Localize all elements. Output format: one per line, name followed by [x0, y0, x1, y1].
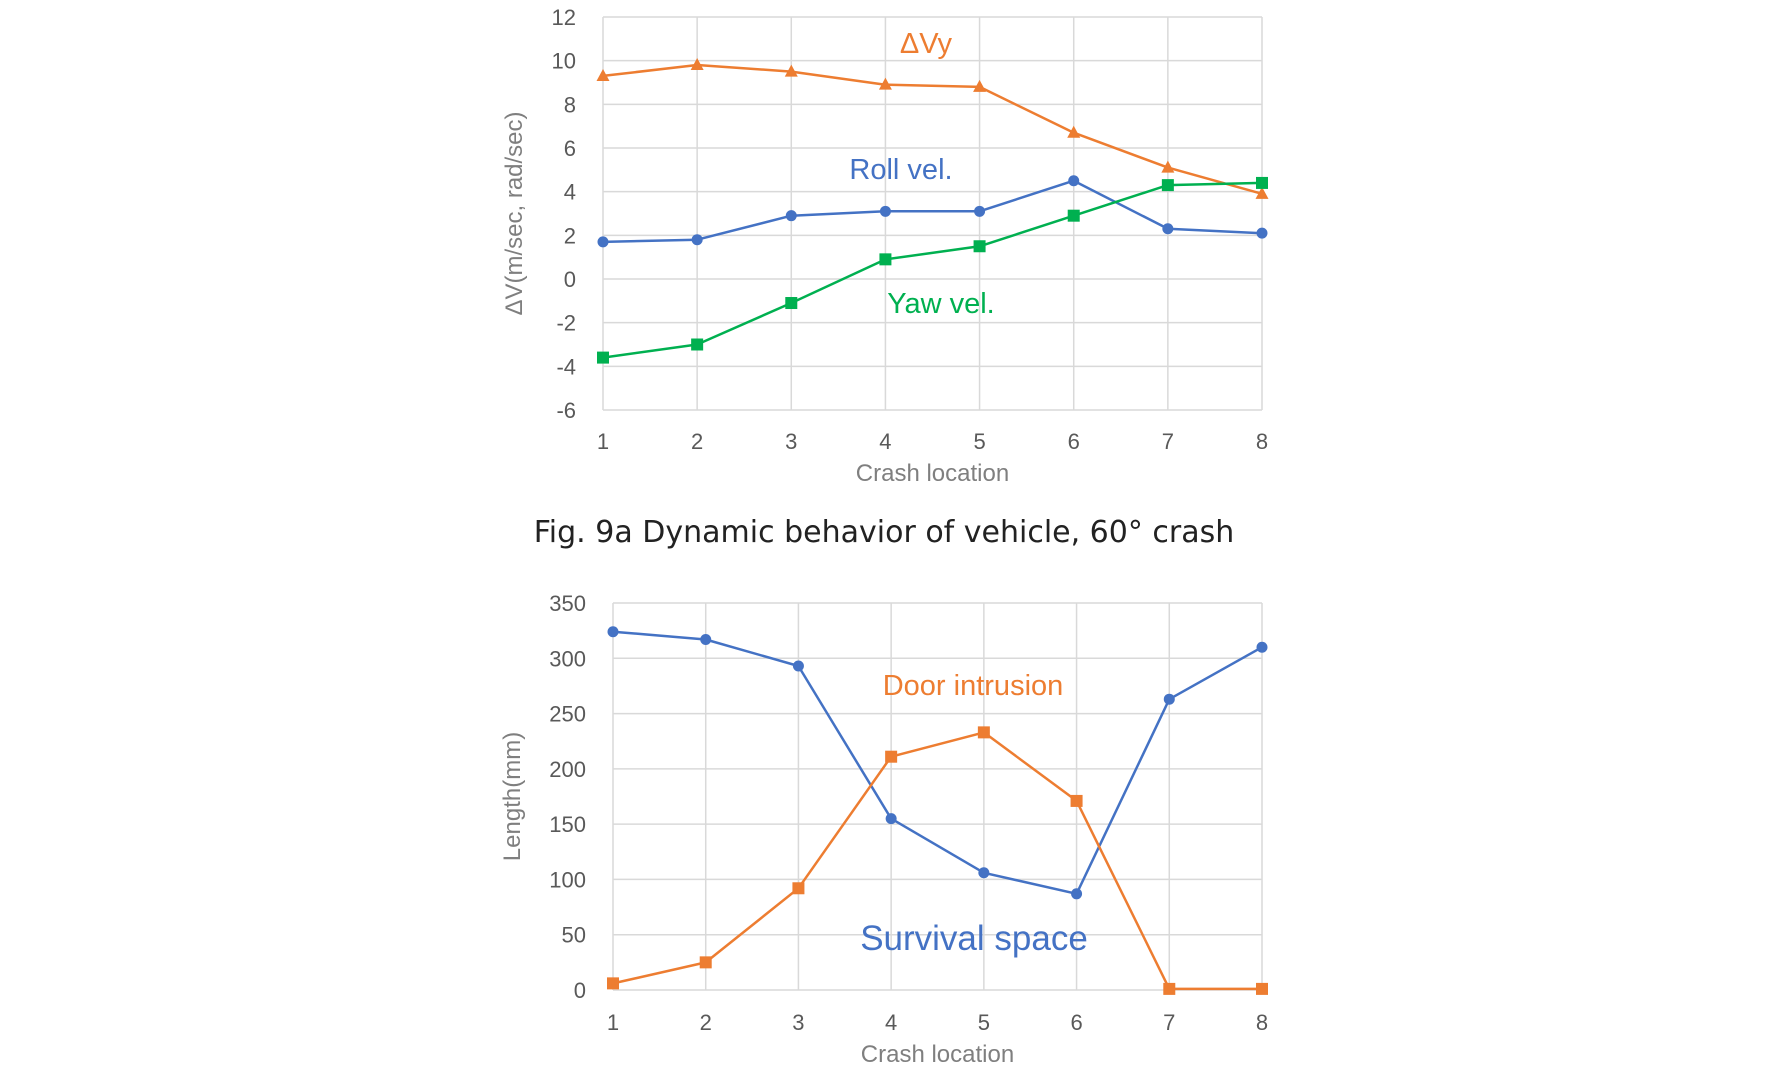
- data-point-vy: [784, 64, 798, 77]
- y-tick-label: 0: [564, 267, 576, 292]
- y-tick-label: 250: [549, 702, 586, 727]
- data-point-survival-space: [885, 813, 897, 825]
- series-line-yaw-vel: [602, 181, 1263, 359]
- data-point-roll-vel: [974, 205, 986, 217]
- x-tick-label: 3: [785, 429, 797, 454]
- data-point-survival-space: [700, 633, 712, 645]
- x-tick-label: 1: [607, 1010, 619, 1035]
- x-tick-label: 4: [885, 1010, 897, 1035]
- y-tick-label: 0: [574, 978, 586, 1003]
- data-point-vy: [1161, 160, 1175, 173]
- data-point-door-intrusion: [977, 726, 990, 739]
- y-tick-label: 4: [564, 180, 576, 205]
- y-tick-label: 8: [564, 92, 576, 117]
- series-line-survival-space: [612, 630, 1263, 896]
- data-point-vy: [878, 77, 892, 90]
- data-point-roll-vel: [1068, 175, 1080, 187]
- x-axis-title: Crash location: [861, 1041, 1014, 1068]
- data-point-door-intrusion: [792, 882, 805, 895]
- series-line-vy: [602, 63, 1263, 196]
- data-point-door-intrusion: [607, 977, 619, 990]
- x-tick-label: 3: [792, 1010, 804, 1035]
- x-tick-label: 5: [978, 1010, 990, 1035]
- data-point-roll-vel: [785, 210, 797, 222]
- series-label-roll-vel: Roll vel.: [849, 154, 952, 186]
- data-point-survival-space: [1071, 888, 1083, 900]
- data-point-roll-vel: [879, 205, 891, 217]
- figure-caption: Fig. 9a Dynamic behavior of vehicle, 60°…: [534, 515, 1235, 550]
- data-point-yaw-vel: [1161, 179, 1174, 192]
- x-tick-label: 1: [597, 429, 609, 454]
- data-point-door-intrusion: [1163, 982, 1176, 995]
- data-point-roll-vel: [597, 236, 609, 248]
- series-label-door-intrusion: Door intrusion: [883, 670, 1064, 702]
- y-tick-label: -4: [556, 354, 576, 379]
- y-tick-label: 12: [552, 5, 576, 30]
- data-point-door-intrusion: [885, 750, 898, 763]
- data-point-survival-space: [978, 867, 990, 879]
- x-tick-label: 6: [1070, 1010, 1082, 1035]
- x-tick-label: 6: [1068, 429, 1080, 454]
- y-axis-title: ΔV(m/sec, rad/sec): [501, 111, 528, 315]
- x-tick-label: 8: [1256, 429, 1268, 454]
- y-tick-label: 2: [564, 223, 576, 248]
- data-point-survival-space: [607, 626, 619, 638]
- y-tick-label: 6: [564, 136, 576, 161]
- x-tick-label: 5: [973, 429, 985, 454]
- data-point-yaw-vel: [1067, 209, 1080, 222]
- x-tick-label: 7: [1163, 1010, 1175, 1035]
- data-point-vy: [1067, 125, 1081, 138]
- series-line-roll-vel: [602, 179, 1263, 244]
- series-label-survival-space: Survival space: [860, 919, 1088, 958]
- y-tick-label: 300: [549, 646, 586, 671]
- data-point-door-intrusion: [699, 956, 712, 969]
- y-tick-label: 200: [549, 757, 586, 782]
- y-tick-label: 10: [552, 49, 576, 74]
- x-tick-label: 8: [1256, 1010, 1268, 1035]
- y-tick-label: 50: [562, 923, 586, 948]
- data-point-yaw-vel: [973, 240, 986, 253]
- y-tick-label: 150: [549, 812, 586, 837]
- x-axis-title: Crash location: [856, 460, 1009, 487]
- x-tick-label: 7: [1162, 429, 1174, 454]
- data-point-roll-vel: [691, 234, 703, 246]
- data-point-yaw-vel: [785, 297, 798, 310]
- data-point-roll-vel: [1162, 223, 1174, 235]
- data-point-vy: [973, 79, 987, 92]
- x-tick-label: 2: [691, 429, 703, 454]
- series-line-door-intrusion: [612, 731, 1262, 991]
- data-point-yaw-vel: [691, 338, 704, 351]
- length-chart: 0 50 100 150 200 250 300 350 1 2 3 4 5 6 7 8 Crash locat…: [499, 591, 1268, 1068]
- series-label-vy: ΔVy: [900, 28, 953, 60]
- data-point-door-intrusion: [1070, 794, 1083, 807]
- x-tick-label: 2: [700, 1010, 712, 1035]
- y-axis-title: Length(mm): [499, 732, 526, 861]
- data-point-vy: [596, 68, 610, 81]
- data-point-yaw-vel: [1256, 176, 1268, 189]
- data-point-survival-space: [1256, 641, 1268, 653]
- data-point-roll-vel: [1256, 227, 1268, 239]
- data-point-survival-space: [792, 660, 804, 672]
- data-point-vy: [690, 58, 704, 71]
- y-tick-label: 100: [549, 867, 586, 892]
- data-point-survival-space: [1163, 693, 1175, 705]
- series-label-yaw-vel: Yaw vel.: [887, 288, 994, 320]
- data-point-vy: [1255, 186, 1269, 199]
- y-tick-label: 350: [549, 591, 586, 616]
- x-tick-label: 4: [879, 429, 891, 454]
- data-point-yaw-vel: [879, 253, 892, 266]
- data-point-door-intrusion: [1256, 982, 1268, 995]
- y-tick-label: -6: [556, 398, 576, 423]
- data-point-yaw-vel: [597, 351, 609, 364]
- y-tick-label: -2: [556, 311, 576, 336]
